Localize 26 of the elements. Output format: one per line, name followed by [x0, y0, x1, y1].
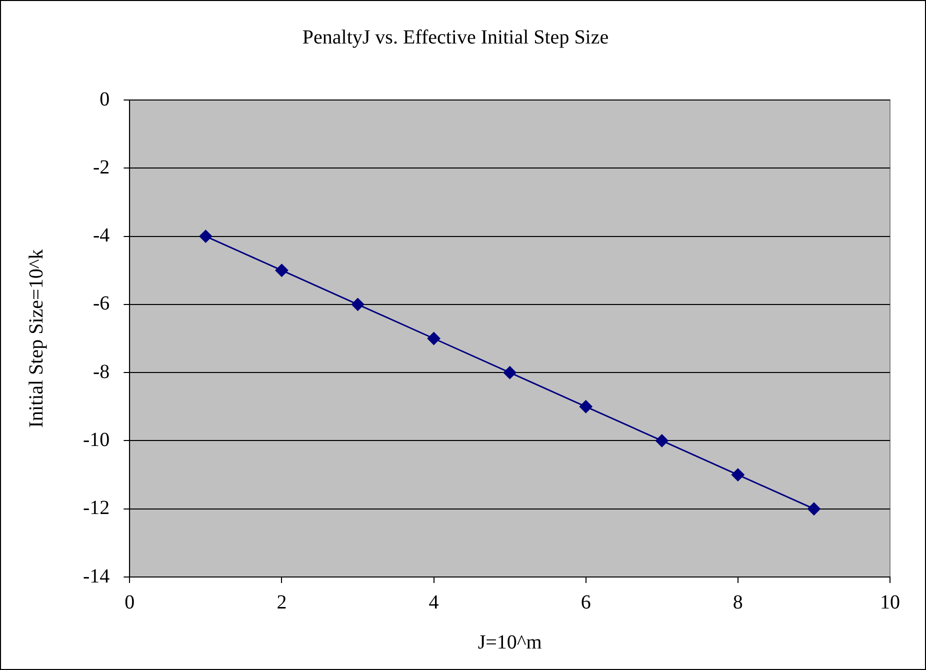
chart-title: PenaltyJ vs. Effective Initial Step Size [302, 26, 609, 48]
x-tick-label: 0 [124, 591, 135, 614]
point [427, 332, 440, 345]
y-tick-label: -12 [82, 497, 110, 520]
x-axis-title: J=10^m [478, 631, 542, 654]
y-tick-label: -2 [92, 156, 110, 178]
point [807, 502, 820, 516]
point [731, 468, 744, 482]
y-tick-label: -6 [92, 292, 110, 315]
x-tick-label: 10 [880, 591, 900, 614]
y-tick-label: -8 [92, 360, 110, 383]
y-tick-label: 0 [100, 88, 110, 110]
x-tick-label: 8 [732, 591, 743, 614]
y-axis-title: Initial Step Size=10^k [25, 249, 48, 428]
point [199, 230, 212, 243]
x-tick-label: 6 [580, 591, 591, 614]
y-tick-label: -4 [92, 224, 110, 247]
point [351, 298, 364, 311]
point [655, 434, 668, 448]
x-tick-label: 4 [428, 591, 439, 614]
point [503, 366, 516, 380]
y-tick-label: -14 [82, 565, 110, 588]
point [275, 264, 288, 277]
x-tick-label: 2 [276, 591, 287, 614]
y-tick-label: -10 [82, 428, 110, 451]
point [579, 400, 592, 414]
